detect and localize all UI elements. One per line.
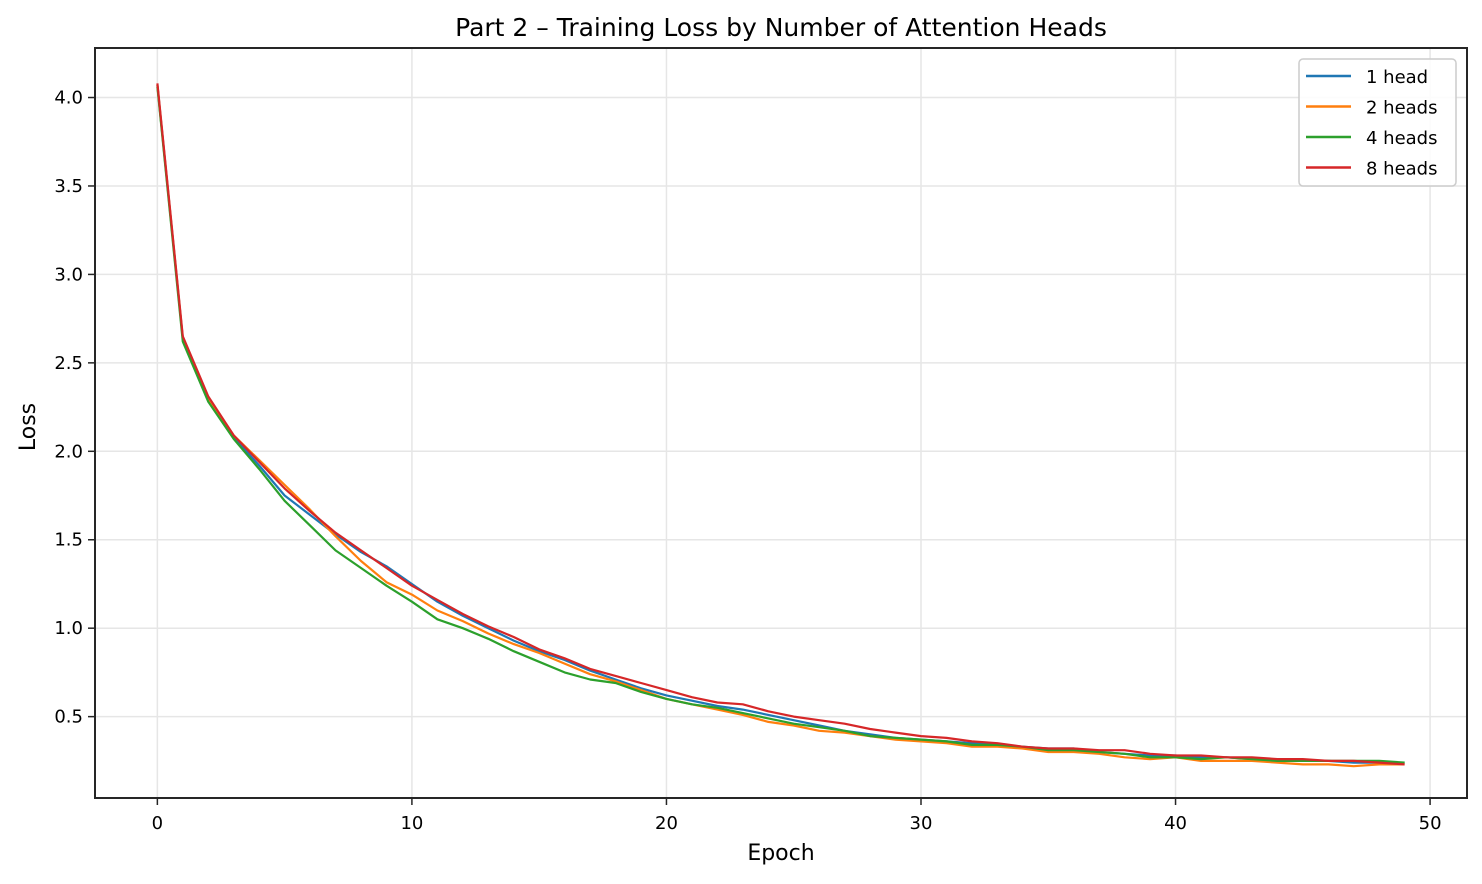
y-tick-label: 3.0 [54,264,83,285]
x-tick-label: 10 [400,813,423,834]
grid-lines [95,48,1467,798]
x-tick-label: 0 [152,813,163,834]
y-axis-label: Loss [16,403,41,451]
y-tick-label: 0.5 [54,707,83,728]
x-axis-ticks: 0 10 20 30 40 50 [152,798,1442,834]
plot-area-frame [94,47,1468,799]
y-tick-label: 2.0 [54,441,83,462]
y-tick-label: 1.0 [54,618,83,639]
series-line-4-heads [156,86,1405,764]
legend-label-4-heads: 4 heads [1366,128,1438,149]
x-tick-label: 50 [1419,813,1442,834]
x-axis-label: Epoch [747,841,814,866]
y-tick-label: 3.5 [54,176,83,197]
x-tick-label: 20 [655,813,678,834]
legend-label-2-heads: 2 heads [1366,98,1438,119]
series-line-8-heads [156,83,1405,766]
x-tick-label: 40 [1164,813,1187,834]
x-tick-label: 30 [910,813,933,834]
legend-label-1-head: 1 head [1366,67,1428,88]
y-tick-label: 2.5 [54,353,83,374]
chart-title: Part 2 – Training Loss by Number of Atte… [455,13,1107,42]
series-line-2-heads [156,84,1405,768]
chart-legend: 1 head 2 heads 4 heads 8 heads [1298,58,1457,187]
y-tick-label: 1.5 [54,530,83,551]
legend-label-8-heads: 8 heads [1366,159,1438,180]
series-line-1-head [156,84,1405,764]
y-axis-ticks: 0.5 1.0 1.5 2.0 2.5 3.0 3.5 4.0 [54,88,95,728]
y-tick-label: 4.0 [54,88,83,109]
legend-box [1298,58,1457,187]
data-series [156,83,1405,768]
